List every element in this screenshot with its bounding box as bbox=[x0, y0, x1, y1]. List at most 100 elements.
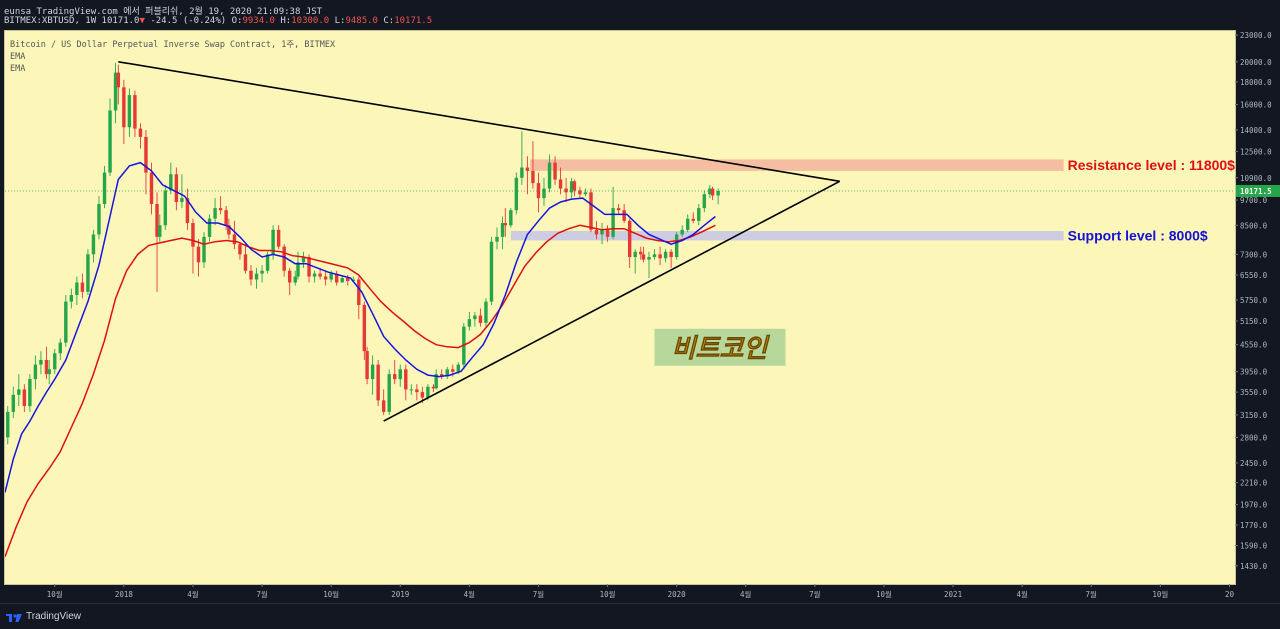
candle-body bbox=[163, 190, 168, 226]
candle-body bbox=[39, 359, 43, 365]
candle-body bbox=[91, 234, 96, 255]
candle-body bbox=[47, 369, 51, 375]
chart-svg[interactable]: Resistance level : 11800$ Support level :… bbox=[0, 0, 1280, 603]
price-tick-label: 20000.0 bbox=[1240, 58, 1272, 67]
symbol-info: BITMEX:XBTUSD, 1W 10171.0▼ -24.5 (-0.24%… bbox=[4, 16, 432, 26]
chart-header: eunsa TradingView.com 에서 퍼블리쉬, 2월 19, 20… bbox=[0, 0, 1280, 30]
resistance-zone bbox=[530, 159, 1064, 171]
open-label: O: bbox=[231, 16, 243, 26]
candle-body bbox=[6, 411, 10, 438]
price-tick-label: 3950.0 bbox=[1240, 368, 1268, 377]
candle-body bbox=[102, 172, 107, 205]
candle-body bbox=[387, 374, 391, 412]
candle-body bbox=[708, 188, 712, 195]
time-tick-label: 4월 bbox=[1016, 589, 1028, 599]
time-tick-label: 2019 bbox=[391, 590, 409, 599]
candle-body bbox=[28, 379, 32, 407]
candle-body bbox=[440, 374, 444, 377]
candle-body bbox=[58, 342, 62, 354]
candle-body bbox=[357, 279, 361, 306]
candle-body bbox=[346, 278, 350, 281]
time-tick-label: 2021 bbox=[944, 590, 962, 599]
support-label: Support level : 8000$ bbox=[1068, 228, 1208, 244]
candle-body bbox=[243, 254, 248, 271]
price-tick-label: 5750.0 bbox=[1240, 296, 1268, 305]
time-tick-label: 7월 bbox=[809, 589, 821, 599]
candle-body bbox=[133, 95, 137, 129]
candle-body bbox=[605, 229, 610, 237]
candle-body bbox=[456, 364, 461, 372]
trendline-lower bbox=[383, 180, 841, 422]
candle-body bbox=[218, 208, 223, 211]
candle-body bbox=[680, 229, 684, 235]
candle-body bbox=[271, 229, 275, 255]
candle-body bbox=[33, 364, 38, 380]
candle-body bbox=[329, 273, 333, 280]
ema-fast-line bbox=[5, 161, 716, 493]
price-tick-label: 18000.0 bbox=[1240, 78, 1272, 87]
price-tick-label: 3150.0 bbox=[1240, 411, 1268, 420]
down-arrow-icon: ▼ bbox=[139, 16, 145, 26]
candle-body bbox=[503, 223, 508, 226]
candle-body bbox=[431, 386, 436, 389]
price-tick-label: 16000.0 bbox=[1240, 100, 1272, 109]
tradingview-icon bbox=[6, 613, 22, 622]
time-tick-label: 7월 bbox=[1086, 589, 1098, 599]
candle-body bbox=[639, 251, 643, 255]
trendline-upper bbox=[118, 61, 840, 183]
candle-body bbox=[174, 174, 179, 203]
candle-body bbox=[674, 234, 679, 257]
time-tick-label: 10월 bbox=[876, 589, 892, 599]
candle-body bbox=[191, 223, 195, 247]
candle-body bbox=[652, 254, 657, 257]
price-tick-label: 8500.0 bbox=[1240, 221, 1268, 230]
candle-body bbox=[572, 181, 577, 191]
candle-body bbox=[370, 364, 375, 380]
candle-body bbox=[249, 270, 253, 280]
candle-body bbox=[658, 254, 662, 259]
candle-body bbox=[11, 394, 16, 412]
candle-body bbox=[409, 389, 414, 391]
candle-body bbox=[238, 244, 242, 255]
candle-body bbox=[122, 87, 126, 128]
price-tick-label: 9700.0 bbox=[1240, 196, 1268, 205]
candle-body bbox=[616, 208, 621, 211]
candle-body bbox=[351, 279, 355, 281]
price-tick-label: 10900.0 bbox=[1240, 174, 1272, 183]
price-tick-label: 5150.0 bbox=[1240, 317, 1268, 326]
candle-body bbox=[578, 190, 582, 195]
price-tick-label: 2450.0 bbox=[1240, 459, 1268, 468]
candle-body bbox=[525, 167, 530, 171]
price-tick-label: 2210.0 bbox=[1240, 479, 1268, 488]
candle-body bbox=[691, 218, 695, 221]
tradingview-logo[interactable]: TradingView bbox=[6, 611, 81, 622]
candle-body bbox=[531, 170, 535, 184]
candle-body bbox=[22, 389, 27, 407]
candle-body bbox=[169, 174, 173, 191]
candle-body bbox=[318, 273, 322, 277]
candle-body bbox=[542, 188, 546, 199]
candle-body bbox=[86, 254, 90, 292]
time-tick-label: 20 bbox=[1225, 590, 1235, 599]
candle-body bbox=[158, 225, 162, 237]
candle-body bbox=[478, 315, 483, 323]
time-tick-label: 4월 bbox=[464, 589, 476, 599]
price-change: -24.5 (-0.24%) bbox=[150, 16, 227, 26]
candle-body bbox=[265, 254, 270, 271]
candle-body bbox=[509, 210, 513, 226]
candle-body bbox=[254, 273, 259, 280]
time-tick-label: 4월 bbox=[740, 589, 752, 599]
candle-body bbox=[702, 194, 707, 209]
chart-pane[interactable] bbox=[4, 30, 1236, 585]
low-value: 9485.0 bbox=[345, 16, 378, 26]
candle-body bbox=[80, 282, 85, 292]
last-price-tag-label: 10171.5 bbox=[1240, 187, 1272, 196]
candle-body bbox=[213, 208, 217, 219]
candle-body bbox=[434, 374, 438, 389]
candle-body bbox=[282, 246, 286, 271]
candle-body bbox=[404, 369, 408, 390]
candle-body bbox=[365, 351, 369, 380]
time-tick-label: 7월 bbox=[533, 589, 545, 599]
price-tick-label: 1590.0 bbox=[1240, 542, 1268, 551]
publish-info: eunsa TradingView.com 에서 퍼블리쉬, 2월 19, 20… bbox=[4, 7, 323, 17]
